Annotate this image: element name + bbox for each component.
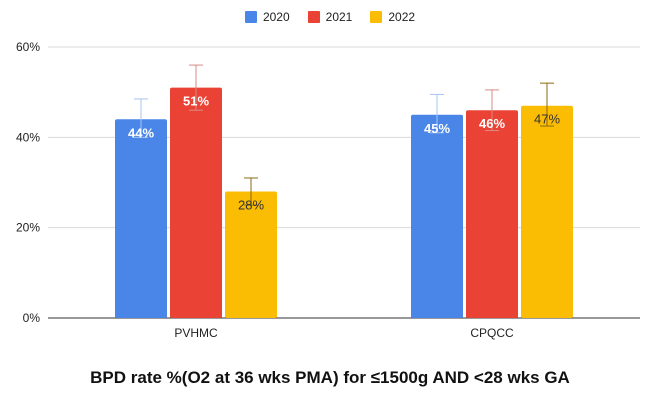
y-tick-label: 20% [16,221,40,235]
chart-title: BPD rate %(O2 at 36 wks PMA) for ≤1500g … [90,368,570,387]
data-label: 46% [479,116,505,131]
legend-swatch-2022 [370,11,383,23]
legend-label-2020: 2020 [262,10,290,24]
x-tick-label: CPQCC [470,326,514,340]
bar-2021 [170,87,222,319]
y-tick-label: 0% [23,311,41,325]
legend-swatch-2021 [307,11,320,23]
bar-2020 [411,114,463,318]
chart-legend: 2020 2021 2022 [0,10,660,24]
legend-item-2020[interactable]: 2020 [244,10,290,24]
data-label: 44% [128,125,154,140]
legend-label-2022: 2022 [388,10,416,24]
bar-2022 [521,105,573,318]
bar-2020 [115,119,167,319]
legend-swatch-2020 [244,11,257,23]
bar-2021 [466,110,518,318]
bar-2022 [225,191,277,318]
y-tick-label: 60% [16,40,40,54]
legend-item-2022[interactable]: 2022 [370,10,415,24]
y-tick-label: 40% [16,130,40,144]
x-tick-label: PVHMC [174,326,218,340]
data-label: 45% [424,121,450,136]
legend-label-2021: 2021 [325,10,353,24]
data-label: 51% [183,94,209,109]
legend-item-2021[interactable]: 2021 [307,10,353,24]
data-label: 47% [534,112,560,127]
data-label: 28% [238,198,264,213]
